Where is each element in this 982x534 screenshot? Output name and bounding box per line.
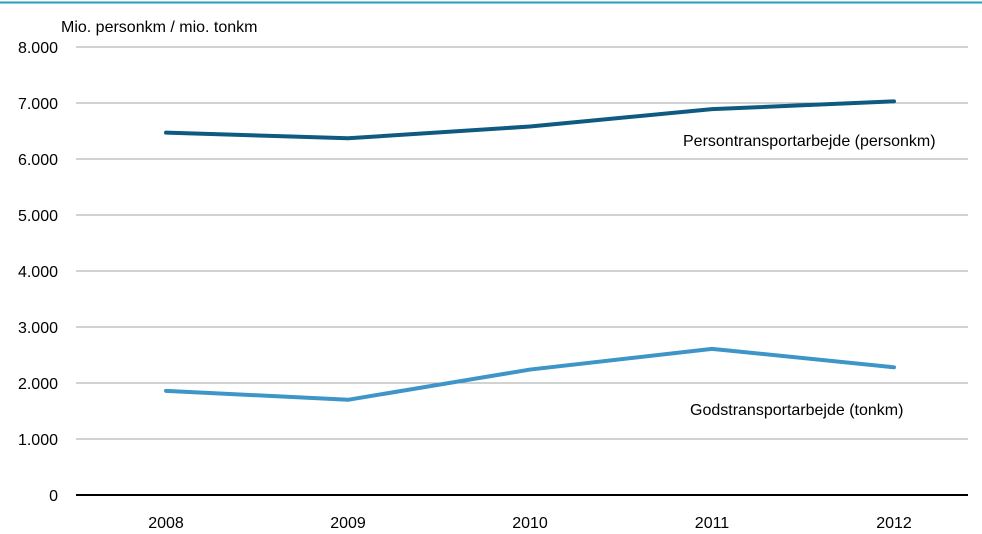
x-tick-label: 2010 bbox=[512, 515, 548, 532]
y-tick-label: 5.000 bbox=[18, 208, 58, 225]
series-label-godstransport: Godstransportarbejde (tonkm) bbox=[690, 402, 903, 419]
x-tick-label: 2009 bbox=[330, 515, 366, 532]
series-line-persontransport bbox=[164, 99, 896, 141]
y-axis-title: Mio. personkm / mio. tonkm bbox=[61, 19, 258, 36]
series-lines bbox=[164, 99, 896, 402]
series-line-godstransport bbox=[164, 346, 896, 402]
y-tick-label: 7.000 bbox=[18, 96, 58, 113]
series-label-persontransport: Persontransportarbejde (personkm) bbox=[683, 133, 936, 150]
y-tick-labels: 0 1.000 2.000 3.000 4.000 5.000 6.000 7.000 8.00… bbox=[18, 40, 58, 505]
x-tick-label: 2012 bbox=[876, 515, 912, 532]
gridlines bbox=[76, 46, 968, 440]
y-tick-label: 3.000 bbox=[18, 320, 58, 337]
x-tick-labels: 2008 2009 2010 2011 2012 bbox=[148, 515, 912, 532]
y-tick-label: 0 bbox=[49, 488, 58, 505]
x-tick-label: 2008 bbox=[148, 515, 184, 532]
y-tick-label: 1.000 bbox=[18, 432, 58, 449]
y-tick-label: 8.000 bbox=[18, 40, 58, 57]
y-tick-label: 6.000 bbox=[18, 152, 58, 169]
y-tick-label: 4.000 bbox=[18, 264, 58, 281]
y-tick-label: 2.000 bbox=[18, 376, 58, 393]
x-tick-label: 2011 bbox=[695, 515, 730, 532]
